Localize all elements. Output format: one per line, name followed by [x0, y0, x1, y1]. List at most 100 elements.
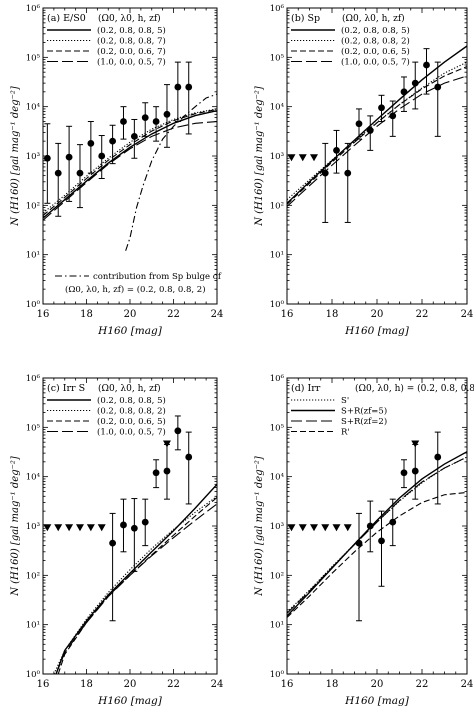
legend-entry: (0.2, 0.8, 0.8, 2) [97, 406, 166, 417]
y-tick-label: 10¹ [26, 621, 40, 631]
data-point [423, 61, 430, 69]
annotation-line: (Ω0, λ0, h, zf) = (0.2, 0.8, 0.8, 2) [65, 284, 206, 295]
legend-entry: R' [341, 428, 350, 438]
panel-label: (c) Irr S [47, 383, 85, 394]
series-line [57, 496, 217, 674]
upper-limit-marker [287, 524, 296, 532]
x-tick-label: 22 [167, 679, 180, 690]
data-point [163, 467, 171, 475]
upper-limit-marker [75, 524, 84, 532]
x-axis-label: H160 [mag] [344, 695, 410, 707]
y-tick-label: 10⁴ [26, 473, 41, 483]
y-tick-label: 10⁰ [26, 670, 41, 680]
data-point [355, 539, 363, 547]
y-axis-label: N (H160) [gal mag⁻¹ deg⁻²] [10, 456, 21, 597]
upper-limit-marker [54, 524, 63, 532]
y-tick-label: 10⁵ [26, 423, 41, 433]
x-tick-label: 16 [281, 679, 294, 690]
series-line [43, 108, 217, 214]
data-point [400, 469, 408, 477]
data-point [434, 453, 442, 461]
data-point [141, 518, 149, 526]
x-tick-label: 24 [211, 679, 224, 690]
legend-entry: (1.0, 0.0, 0.5, 7) [97, 427, 166, 438]
upper-limit-marker [310, 154, 318, 162]
data-point [174, 83, 182, 91]
x-axis-label: H160 [mag] [97, 325, 163, 337]
upper-limit-marker [343, 524, 352, 532]
upper-limit-marker [86, 524, 95, 532]
y-tick-label: 10³ [270, 522, 284, 532]
y-tick-label: 10⁰ [270, 670, 285, 680]
y-tick-label: 10¹ [270, 621, 284, 631]
upper-limit-marker [65, 524, 74, 532]
x-axis-label: H160 [mag] [97, 695, 163, 707]
y-tick-label: 10⁶ [26, 4, 41, 14]
data-point [109, 137, 116, 145]
data-point [65, 153, 73, 161]
series-line [287, 45, 467, 204]
series-line [53, 495, 217, 674]
series-line [43, 120, 217, 221]
data-point [185, 83, 193, 91]
legend-entry: (0.2, 0.0, 0.6, 5) [97, 416, 166, 427]
y-tick-label: 10⁴ [270, 103, 285, 113]
series-line [287, 491, 467, 618]
legend-entry: S+R(zf=5) [341, 406, 387, 417]
data-point [174, 427, 182, 435]
x-tick-label: 18 [326, 679, 339, 690]
upper-limit-marker [298, 154, 307, 162]
series-line [125, 93, 217, 251]
series-group [287, 45, 467, 223]
series-line [55, 503, 217, 674]
y-tick-label: 10³ [270, 152, 284, 162]
x-tick-label: 24 [461, 679, 474, 690]
x-tick-label: 16 [281, 309, 294, 320]
data-point [163, 110, 171, 118]
series-line [287, 61, 467, 201]
annotation-line: contribution from Sp bulge of [93, 272, 222, 282]
series-line [43, 109, 217, 219]
data-point [120, 521, 127, 529]
data-point [98, 152, 106, 160]
data-point [434, 83, 442, 91]
upper-limit-marker [162, 440, 171, 448]
y-tick-label: 10² [270, 201, 284, 211]
data-point [120, 118, 127, 125]
x-tick-label: 22 [416, 309, 429, 320]
x-tick-label: 20 [124, 679, 137, 690]
x-tick-label: 24 [211, 309, 224, 320]
y-tick-label: 10⁵ [270, 423, 285, 433]
data-point [333, 146, 340, 154]
y-tick-label: 10² [26, 201, 40, 211]
panel-label: (a) E/S0 [47, 13, 86, 24]
data-point [389, 518, 397, 526]
x-tick-label: 24 [461, 309, 474, 320]
series-line [55, 483, 217, 674]
legend-entry: (0.2, 0.8, 0.8, 2) [341, 36, 410, 47]
y-tick-label: 10⁶ [270, 4, 285, 14]
x-tick-label: 16 [37, 679, 50, 690]
data-point [54, 169, 62, 177]
y-tick-label: 10² [26, 571, 40, 581]
upper-limit-marker [97, 524, 106, 532]
data-point [366, 127, 374, 134]
legend-entry: (0.2, 0.8, 0.8, 5) [97, 25, 166, 36]
legend-entry: S+R(zf=2) [341, 416, 387, 427]
legend-entry: (0.2, 0.0, 0.6, 7) [97, 46, 166, 57]
data-point [130, 524, 138, 532]
y-axis-label: N (H160) [gal mag⁻¹ deg⁻²] [254, 86, 265, 227]
data-point [321, 169, 329, 177]
data-point [152, 469, 160, 477]
legend-entry: S' [341, 396, 349, 406]
y-tick-label: 10⁰ [270, 300, 285, 310]
data-point [378, 537, 385, 545]
series-line [287, 456, 467, 614]
series-line [287, 451, 467, 617]
legend-header: (Ω0, λ0, h, zf) [342, 13, 405, 24]
series-line [43, 108, 217, 217]
legend-entry: (1.0, 0.0, 0.5, 7) [341, 57, 410, 68]
y-tick-label: 10⁴ [26, 103, 41, 113]
y-tick-label: 10¹ [270, 251, 284, 261]
